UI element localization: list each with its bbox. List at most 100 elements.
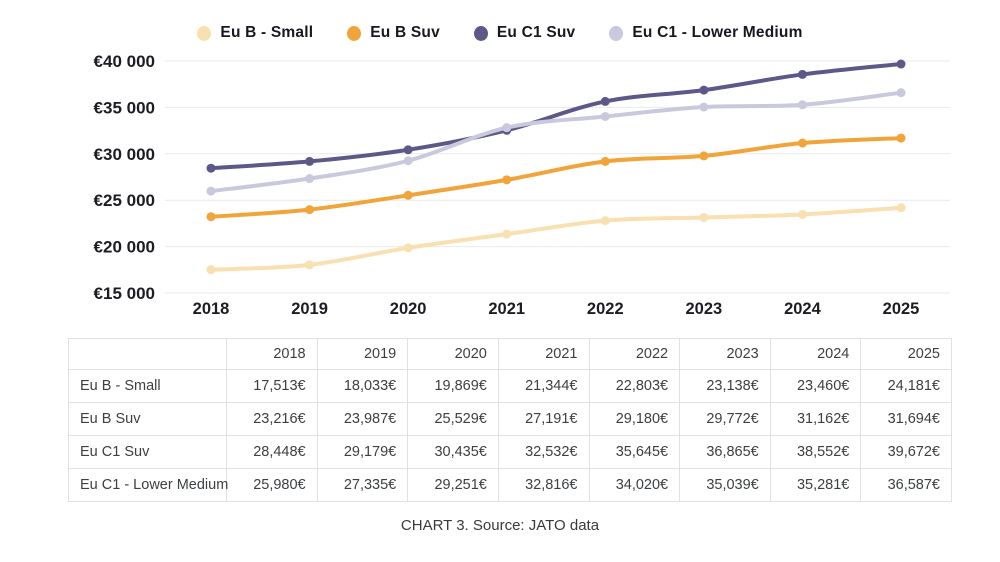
x-axis-label: 2019 [291, 300, 328, 318]
table-header-cell [68, 338, 227, 370]
table-cell: 22,803€ [588, 369, 681, 403]
table-cell: 23,460€ [769, 369, 862, 403]
table-row: Eu B Suv 23,216€ 23,987€ 25,529€ 27,191€… [68, 402, 952, 436]
data-point-eu-b-suv [403, 190, 413, 200]
data-point-eu-b-small [403, 243, 413, 253]
table-cell: 35,039€ [679, 468, 771, 502]
data-point-eu-c1-suv [699, 85, 709, 95]
price-chart-section: Eu B - Small Eu B Suv Eu C1 Suv Eu C1 - … [0, 24, 1000, 318]
data-point-eu-c1-suv [600, 96, 610, 106]
legend-label: Eu B Suv [370, 24, 440, 41]
data-point-eu-b-small [600, 216, 610, 226]
table-cell: 18,033€ [316, 369, 409, 403]
table-cell: 31,162€ [769, 402, 862, 436]
data-point-eu-c1-lower-medium [797, 100, 807, 110]
row-label: Eu C1 - Lower Medium [68, 468, 228, 502]
legend-label: Eu C1 - Lower Medium [632, 24, 803, 41]
table-header-cell: 2024 [769, 338, 862, 370]
data-point-eu-b-small [206, 265, 216, 275]
table-cell: 38,552€ [769, 435, 862, 469]
legend-dot [473, 25, 488, 41]
table-header-cell: 2018 [226, 338, 318, 370]
table-cell: 30,435€ [407, 435, 499, 469]
table-header-cell: 2025 [860, 338, 952, 370]
price-table: 2018 2019 2020 2021 2022 2023 2024 2025 … [68, 338, 952, 502]
table-header-cell: 2022 [588, 338, 681, 370]
table-header-cell: 2021 [497, 338, 590, 370]
data-point-eu-c1-suv [305, 156, 315, 166]
table-cell: 23,987€ [316, 402, 409, 436]
table-cell: 32,532€ [497, 435, 590, 469]
data-point-eu-c1-lower-medium [502, 123, 512, 133]
price-line-chart: €40 000 €35 000 €30 000 €25 000 €20 000 €15 0… [94, 52, 950, 318]
table-row: Eu C1 - Lower Medium 25,980€ 27,335€ 29,… [68, 468, 952, 502]
data-point-eu-b-suv [797, 138, 807, 148]
table-header-cell: 2020 [407, 338, 499, 370]
table-cell: 27,191€ [497, 402, 590, 436]
data-point-eu-c1-suv [896, 59, 906, 69]
y-axis-label: €25 000 [94, 191, 155, 210]
data-point-eu-b-small [797, 209, 807, 219]
table-cell: 29,772€ [679, 402, 771, 436]
table-cell: 25,529€ [407, 402, 499, 436]
data-point-eu-c1-lower-medium [206, 186, 216, 196]
x-axis-label: 2018 [193, 300, 230, 318]
table-cell: 29,180€ [588, 402, 681, 436]
table-cell: 35,645€ [588, 435, 681, 469]
table-cell: 35,281€ [769, 468, 862, 502]
chart-legend: Eu B - Small Eu B Suv Eu C1 Suv Eu C1 - … [0, 24, 1000, 42]
table-cell: 17,513€ [226, 369, 318, 403]
y-axis-label: €30 000 [94, 145, 155, 164]
data-point-eu-c1-suv [797, 69, 807, 79]
x-axis-label: 2020 [390, 300, 427, 318]
data-point-eu-c1-suv [206, 163, 216, 173]
table-cell: 32,816€ [497, 468, 590, 502]
table-cell: 36,587€ [860, 468, 952, 502]
series-line-eu-c1-lower-medium [209, 90, 903, 194]
table-cell: 21,344€ [497, 369, 590, 403]
legend-dot [347, 25, 362, 41]
data-point-eu-c1-lower-medium [305, 174, 315, 184]
legend-item: Eu C1 Suv [473, 24, 575, 42]
table-cell: 29,251€ [407, 468, 499, 502]
data-point-eu-b-small [305, 260, 315, 270]
row-label: Eu B Suv [68, 402, 227, 436]
table-cell: 36,865€ [679, 435, 771, 469]
table-cell: 28,448€ [226, 435, 318, 469]
table-header-row: 2018 2019 2020 2021 2022 2023 2024 2025 [68, 338, 952, 370]
data-point-eu-c1-lower-medium [403, 156, 413, 166]
table-cell: 24,181€ [860, 369, 952, 403]
x-axis-label: 2021 [488, 300, 525, 318]
x-axis-label: 2023 [685, 300, 722, 318]
table-cell: 39,672€ [860, 435, 952, 469]
table-row: Eu C1 Suv 28,448€ 29,179€ 30,435€ 32,532… [68, 435, 952, 469]
series-line-eu-b-suv [209, 136, 903, 219]
table-row: Eu B - Small 17,513€ 18,033€ 19,869€ 21,… [68, 369, 952, 403]
legend-item: Eu B Suv [347, 24, 440, 42]
table-header-cell: 2019 [316, 338, 409, 370]
table-cell: 25,980€ [226, 468, 318, 502]
table-cell: 31,694€ [860, 402, 952, 436]
table-header-cell: 2023 [679, 338, 771, 370]
y-axis-label: €15 000 [94, 284, 155, 303]
table-cell: 27,335€ [316, 468, 409, 502]
x-axis-label: 2024 [784, 300, 822, 318]
y-axis-label: €35 000 [94, 98, 155, 117]
legend-dot [609, 25, 624, 41]
table-cell: 23,216€ [226, 402, 318, 436]
legend-item: Eu C1 - Lower Medium [609, 24, 802, 42]
x-axis-label: 2025 [883, 300, 920, 318]
data-point-eu-c1-lower-medium [699, 102, 709, 112]
data-point-eu-b-small [699, 212, 709, 222]
data-point-eu-c1-lower-medium [600, 111, 610, 121]
data-point-eu-b-suv [896, 133, 906, 143]
row-label: Eu C1 Suv [68, 435, 227, 469]
row-label: Eu B - Small [68, 369, 227, 403]
legend-label: Eu B - Small [220, 24, 314, 41]
series-line-eu-c1-suv [209, 62, 903, 171]
x-axis-label: 2022 [587, 300, 624, 318]
data-point-eu-c1-lower-medium [896, 88, 906, 98]
data-point-eu-b-suv [699, 151, 709, 161]
data-point-eu-b-suv [600, 156, 610, 166]
table-cell: 29,179€ [316, 435, 409, 469]
